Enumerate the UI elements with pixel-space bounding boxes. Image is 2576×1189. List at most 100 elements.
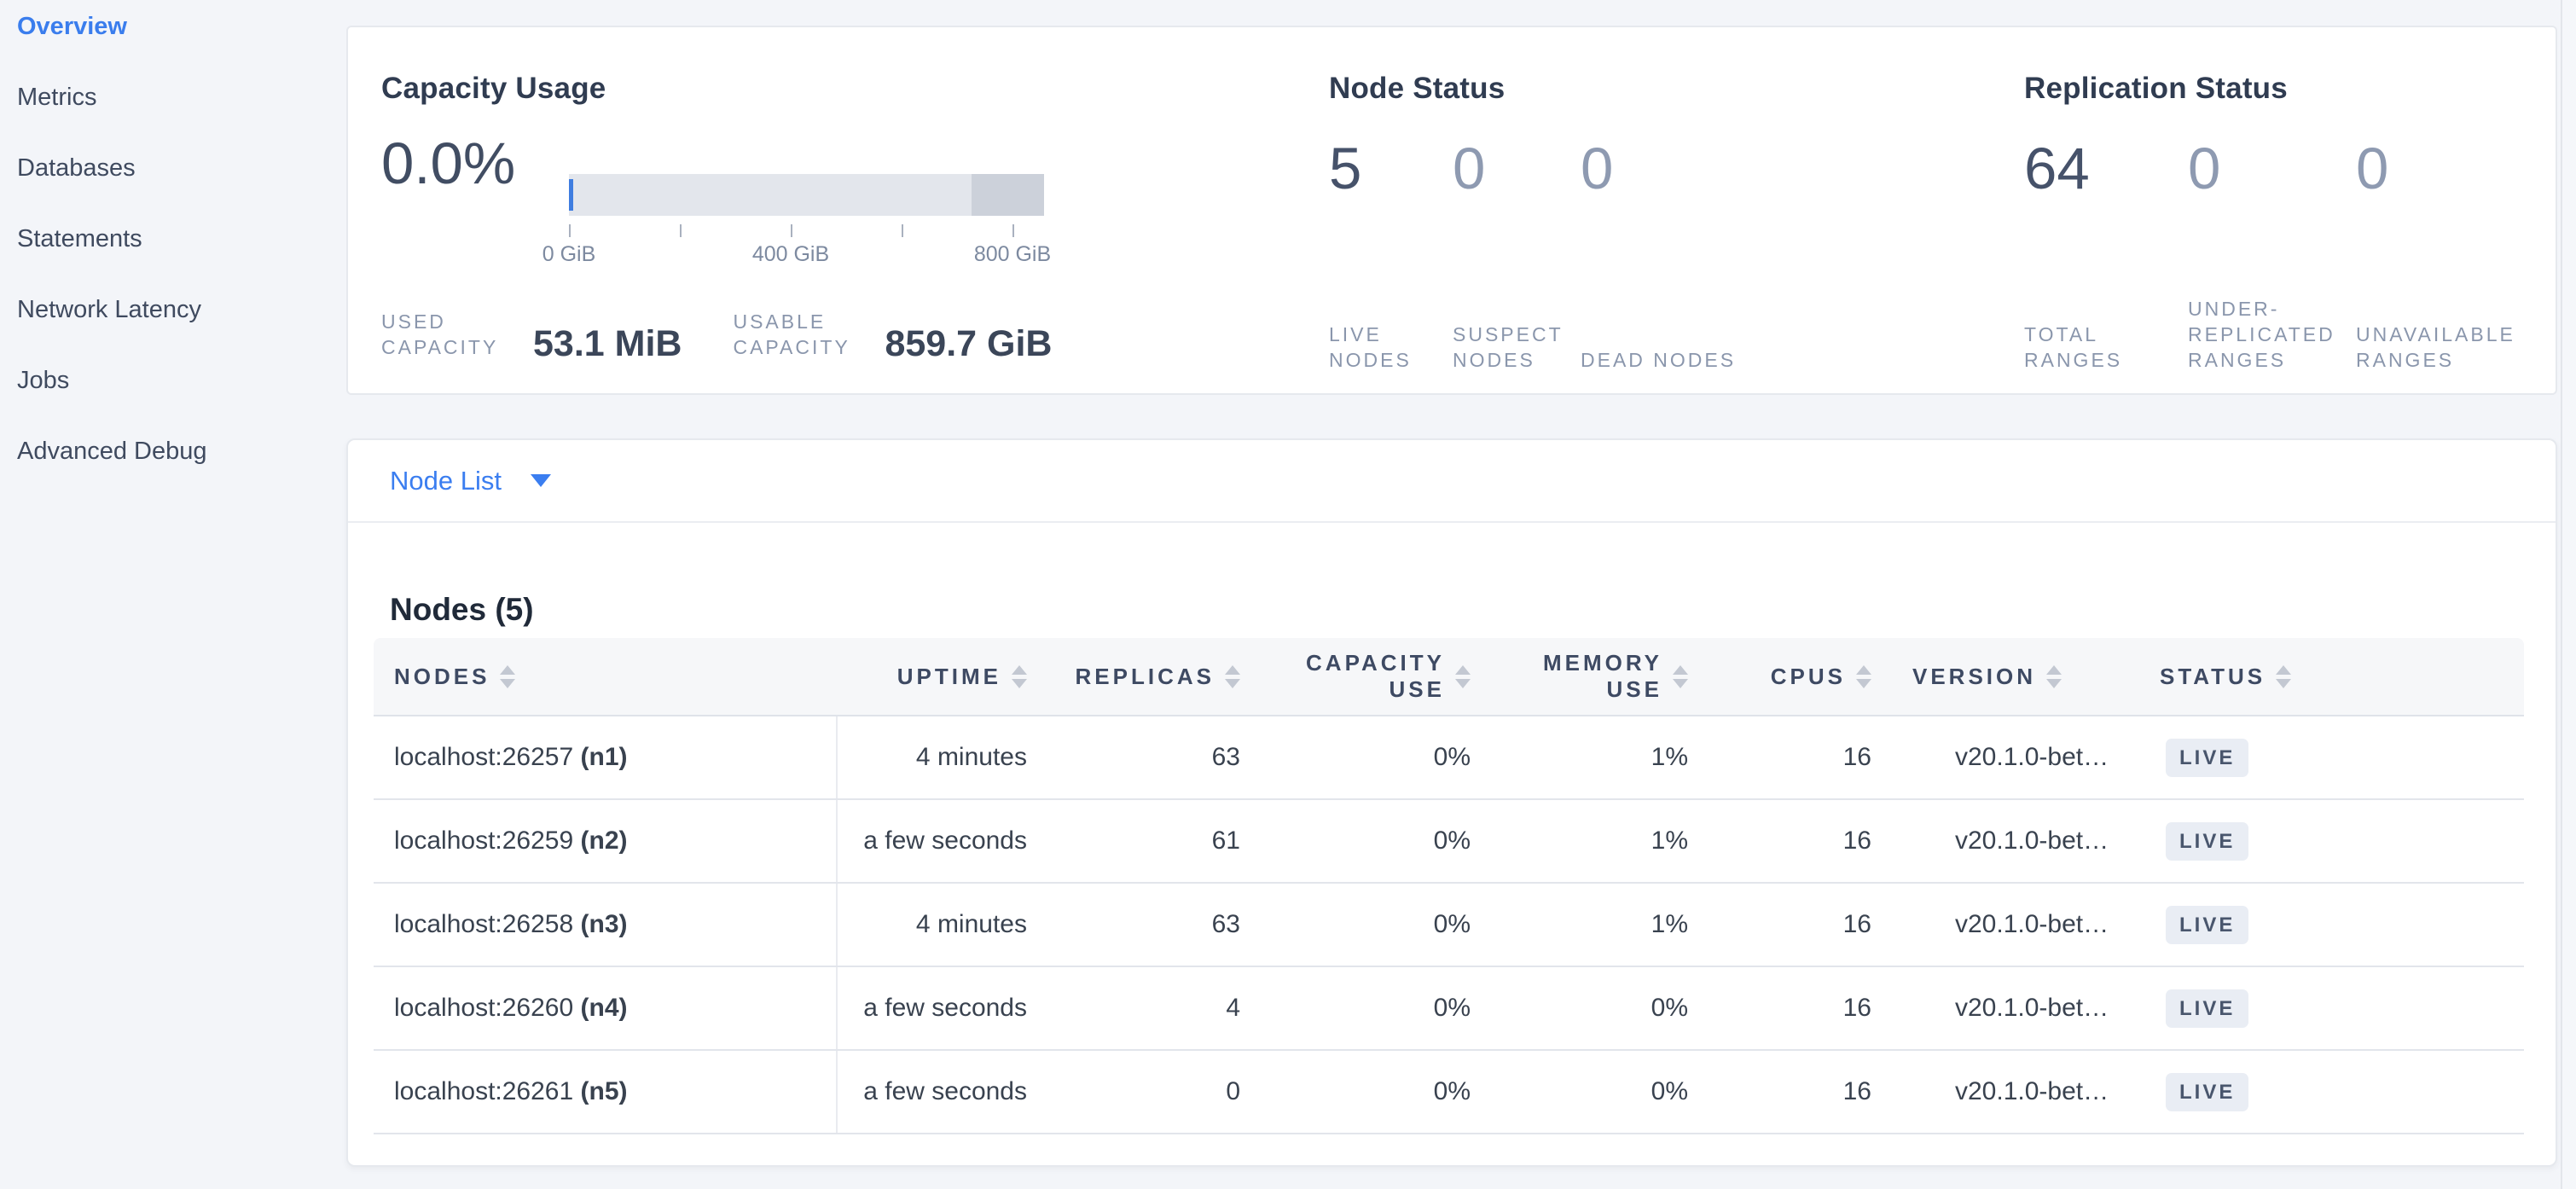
uptime-cell: 4 minutes [837,716,1047,800]
column-header-label: NODES [394,663,490,689]
stat-block: 64 TOTAL RANGES [2024,136,2188,373]
sidebar-item-databases[interactable]: Databases [17,154,136,182]
column-header-nodes[interactable]: NODES [374,638,837,716]
sidebar-item-network-latency[interactable]: Network Latency [17,296,201,323]
replicas-cell: 4 [1047,966,1261,1051]
stat-label: UNAVAILABLE RANGES [2356,323,2515,371]
sidebar-item-jobs[interactable]: Jobs [17,367,70,394]
table-row[interactable]: localhost:26258 (n3) 4 minutes 63 0% 1% 16 v20… [374,883,2524,967]
sidebar-item-overview[interactable]: Overview [17,13,127,40]
status-badge: LIVE [2166,738,2249,777]
sort-icon [1856,664,1871,688]
gauge-axis-label: 400 GiB [751,242,830,266]
version-cell: v20.1.0-bet… [1892,883,2139,967]
status-cell: LIVE [2139,883,2524,967]
sort-down-icon [2276,678,2292,688]
stat-label: TOTAL RANGES [2024,323,2123,371]
column-header-uptime[interactable]: UPTIME [837,638,1047,716]
column-header-status[interactable]: STATUS [2139,638,2524,716]
capacity-stat: USABLE CAPACITY 859.7 GiB [733,309,1052,362]
column-header-cpus[interactable]: CPUS [1709,638,1892,716]
stat-value: 5 [1329,136,1362,201]
capacity-stat-label: USABLE CAPACITY [733,310,850,358]
nodes-count-heading: Nodes (5) [390,592,534,627]
sort-icon [2276,664,2292,688]
uptime-cell: a few seconds [837,966,1047,1051]
version-cell: v20.1.0-bet… [1892,1050,2139,1134]
status-badge: LIVE [2166,905,2249,944]
sort-icon [1673,664,1688,688]
replication-status-section: Replication Status 64 TOTAL RANGES 0 UNDER-… [2024,27,2553,393]
stat-block: 0 SUSPECT NODES [1453,136,1581,373]
nodes-table-body: localhost:26257 (n1) 4 minutes 63 0% 1% 16 v20… [374,716,2524,1134]
status-cell: LIVE [2139,966,2524,1051]
capacity-usage-title: Capacity Usage [381,72,606,105]
node-id: (n1) [580,743,628,771]
node-address-cell: localhost:26257 (n1) [374,716,838,800]
nodes-table-wrap: NODES UPTIME REPLICAS CAPACITY USE MEMORY US… [374,638,2524,1134]
stat-value: 0 [2356,136,2389,201]
table-row[interactable]: localhost:26260 (n4) a few seconds 4 0% 0% 16… [374,966,2524,1051]
stat-value: 0 [2188,136,2221,201]
node-id: (n2) [580,826,628,855]
table-row[interactable]: localhost:26259 (n2) a few seconds 61 0% 1% 1… [374,799,2524,884]
stat-block: 5 LIVE NODES [1329,136,1453,373]
sort-icon [1455,664,1471,688]
column-header-replicas[interactable]: REPLICAS [1047,638,1261,716]
column-header-inner: STATUS [2139,664,2524,690]
capacity-percent: 0.0% [381,130,516,196]
capacity-gauge-other-segment [972,174,1044,216]
table-row[interactable]: localhost:26257 (n1) 4 minutes 63 0% 1% 16 v20… [374,716,2524,800]
nodes-table-header-row: NODES UPTIME REPLICAS CAPACITY USE MEMORY US… [374,638,2524,716]
gauge-axis-label: 800 GiB [973,242,1052,266]
node-address-link[interactable]: localhost:26259 [394,826,581,855]
column-header-inner: NODES [374,664,837,690]
capacity-stats: USED CAPACITY 53.1 MiB USABLE CAPACITY 859.… [381,309,1052,364]
node-address-link[interactable]: localhost:26261 [394,1077,581,1105]
node-address-cell: localhost:26259 (n2) [374,799,838,884]
column-header-memory-use[interactable]: MEMORY USE [1491,638,1709,716]
table-row[interactable]: localhost:26261 (n5) a few seconds 0 0% 0% 16… [374,1050,2524,1134]
node-list-dropdown[interactable]: Node List [348,440,2556,523]
node-list-dropdown-label: Node List [390,465,502,496]
column-header-inner: UPTIME [837,664,1047,690]
column-header-label: VERSION [1912,663,2037,689]
capacity-use-cell: 0% [1261,883,1491,967]
stat-label: SUSPECT NODES [1453,323,1564,371]
node-address-cell: localhost:26260 (n4) [374,966,838,1051]
sort-icon [1012,664,1027,688]
sidebar-item-metrics[interactable]: Metrics [17,84,97,111]
status-badge: LIVE [2166,1072,2249,1111]
capacity-gauge-axis-labels: 0 GiB 400 GiB 800 GiB [542,242,1051,268]
column-header-capacity-use[interactable]: CAPACITY USE [1261,638,1491,716]
sort-down-icon [2046,678,2063,688]
stat-value: 0 [1581,136,1614,201]
sort-up-icon [1012,664,1027,675]
sort-down-icon [1673,678,1688,688]
sidebar-nav: Overview Metrics Databases Statements Networ… [0,0,334,487]
capacity-gauge-bar [569,174,1044,216]
scrollbar-gutter[interactable] [2561,0,2576,1189]
uptime-cell: 4 minutes [837,883,1047,967]
capacity-gauge-used-marker [569,179,573,211]
capacity-use-cell: 0% [1261,716,1491,800]
uptime-cell: a few seconds [837,1050,1047,1134]
stat-block: 0 UNDER-REPLICATED RANGES [2188,136,2356,373]
node-address-link[interactable]: localhost:26257 [394,743,581,771]
column-header-version[interactable]: VERSION [1892,638,2139,716]
capacity-gauge-ticks [569,224,1044,238]
stat-label: UNDER-REPLICATED RANGES [2188,298,2335,371]
cpus-cell: 16 [1709,1050,1892,1134]
version-cell: v20.1.0-bet… [1892,716,2139,800]
node-address-link[interactable]: localhost:26260 [394,994,581,1022]
replication-status-stats: 64 TOTAL RANGES 0 UNDER-REPLICATED RANGES 0 U… [2024,136,2565,373]
sidebar-item-statements[interactable]: Statements [17,225,142,252]
nodes-table: NODES UPTIME REPLICAS CAPACITY USE MEMORY US… [374,638,2524,1134]
sidebar-item-advanced-debug[interactable]: Advanced Debug [17,438,207,465]
column-header-inner: VERSION [1892,664,2139,690]
sort-up-icon [1856,664,1871,675]
uptime-cell: a few seconds [837,799,1047,884]
chevron-down-icon [530,474,551,487]
capacity-stat-value: 53.1 MiB [533,323,682,364]
node-address-link[interactable]: localhost:26258 [394,910,581,938]
